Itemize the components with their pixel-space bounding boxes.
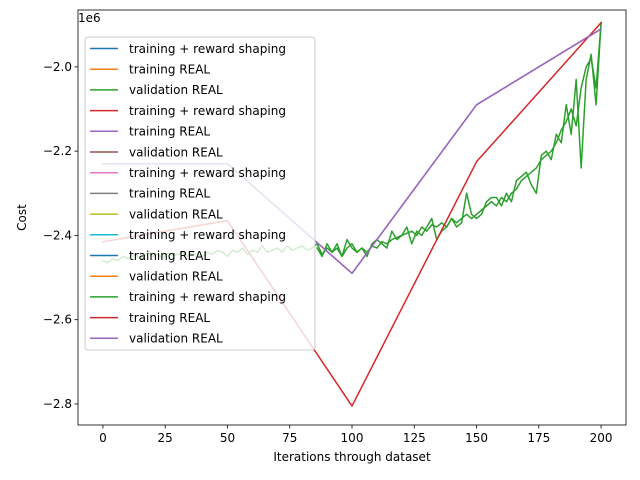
y-ticks: −2.8 −2.6 −2.4 −2.2 −2.0 [43, 60, 78, 411]
x-axis-label: Iterations through dataset [273, 450, 431, 464]
legend-label: validation REAL [129, 145, 223, 159]
legend-label: training + reward shaping [129, 228, 286, 242]
series-line-13 [316, 21, 602, 258]
y-offset-text: 1e6 [78, 11, 101, 25]
y-tick-label: −2.2 [43, 144, 72, 158]
legend-label: training + reward shaping [129, 42, 286, 56]
x-tick-label: 125 [403, 431, 426, 445]
y-tick-label: −2.8 [43, 397, 72, 411]
y-tick-label: −2.0 [43, 60, 72, 74]
legend-label: training REAL [129, 125, 210, 139]
x-tick-label: 0 [99, 431, 107, 445]
legend-label: training REAL [129, 63, 210, 77]
legend-label: validation REAL [129, 270, 223, 284]
x-tick-label: 50 [220, 431, 235, 445]
legend-label: validation REAL [129, 332, 223, 346]
legend-label: training + reward shaping [129, 104, 286, 118]
legend-label: training + reward shaping [129, 166, 286, 180]
x-tick-label: 75 [282, 431, 297, 445]
legend-label: validation REAL [129, 207, 223, 221]
y-axis-label: Cost [15, 204, 29, 231]
x-tick-label: 200 [590, 431, 613, 445]
legend-label: training REAL [129, 249, 210, 263]
y-tick-label: −2.4 [43, 228, 72, 242]
x-tick-label: 100 [341, 431, 364, 445]
legend-box [84, 36, 316, 351]
legend-label: training REAL [129, 311, 210, 325]
legend-label: training + reward shaping [129, 290, 286, 304]
legend-label: validation REAL [129, 83, 223, 97]
x-tick-label: 25 [158, 431, 173, 445]
x-tick-label: 150 [465, 431, 488, 445]
legend-label: training REAL [129, 187, 210, 201]
legend-entries: training + reward shaping training REAL va… [90, 42, 286, 346]
legend: training + reward shaping training REAL va… [84, 36, 316, 351]
y-tick-label: −2.6 [43, 313, 72, 327]
x-ticks: 0 25 50 75 100 125 150 175 200 [99, 425, 613, 445]
x-tick-label: 175 [527, 431, 550, 445]
